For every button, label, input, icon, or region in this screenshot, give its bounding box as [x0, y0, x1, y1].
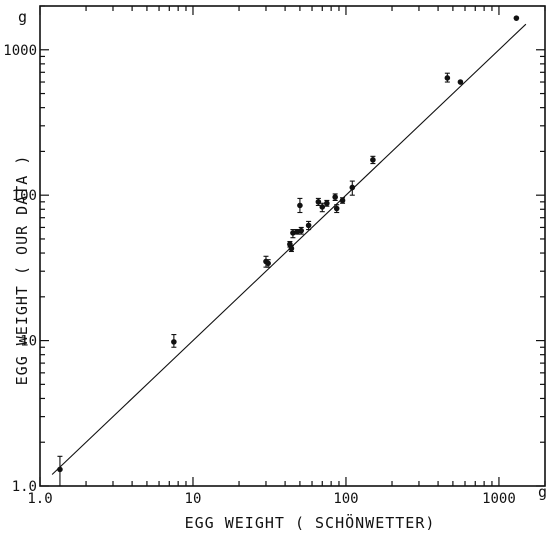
x-tick-label: 10: [185, 491, 202, 507]
data-point: [332, 194, 338, 200]
data-point: [444, 75, 451, 81]
data-point: [57, 466, 63, 473]
data-point: [333, 205, 340, 212]
data-point: [171, 339, 177, 345]
x-tick-label: 1.0: [27, 491, 52, 507]
plot-frame: [39, 5, 546, 487]
data-point: [370, 157, 376, 163]
data-point: [324, 200, 330, 207]
data-point: [298, 227, 305, 234]
data-point: [288, 245, 295, 252]
y-tick-label: 1.0: [12, 479, 37, 495]
data-point: [297, 202, 303, 209]
data-point: [513, 15, 520, 21]
data-point: [349, 184, 356, 191]
data-point: [319, 204, 326, 210]
y-tick-label: 1000: [3, 43, 37, 59]
x-tick-label: 100: [333, 491, 358, 507]
y-axis-unit: g: [18, 8, 27, 26]
data-point: [457, 79, 464, 85]
data-point: [315, 199, 322, 205]
x-tick-label: 1000: [482, 491, 516, 507]
y-tick-label: 10: [20, 334, 37, 350]
x-axis-unit: g: [538, 483, 547, 501]
data-point: [339, 197, 346, 204]
data-point: [290, 230, 296, 236]
y-tick-label: 100: [12, 188, 37, 204]
data-point: [305, 222, 312, 229]
x-axis-title: EGG WEIGHT ( SCHÖNWETTER): [185, 513, 436, 532]
y-axis-title: EGG WEIGHT ( OUR DATA ): [13, 155, 31, 386]
data-point: [265, 260, 271, 267]
